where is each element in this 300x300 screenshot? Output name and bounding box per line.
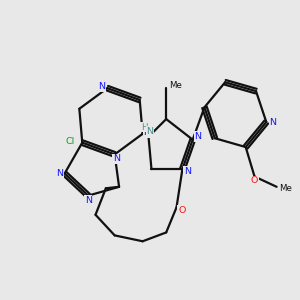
- Text: Me: Me: [169, 81, 182, 90]
- Text: O: O: [251, 176, 258, 185]
- Text: H: H: [141, 122, 147, 131]
- Text: Me: Me: [279, 184, 292, 193]
- Text: O: O: [178, 206, 185, 215]
- Text: N: N: [144, 128, 151, 137]
- Text: N: N: [85, 196, 92, 205]
- Text: N: N: [98, 82, 106, 91]
- Text: N: N: [184, 167, 191, 176]
- Text: N: N: [56, 169, 63, 178]
- Text: N: N: [269, 118, 276, 127]
- Text: N: N: [112, 154, 120, 163]
- Text: N: N: [146, 127, 154, 136]
- Text: Cl: Cl: [66, 137, 75, 146]
- Text: N: N: [194, 132, 202, 141]
